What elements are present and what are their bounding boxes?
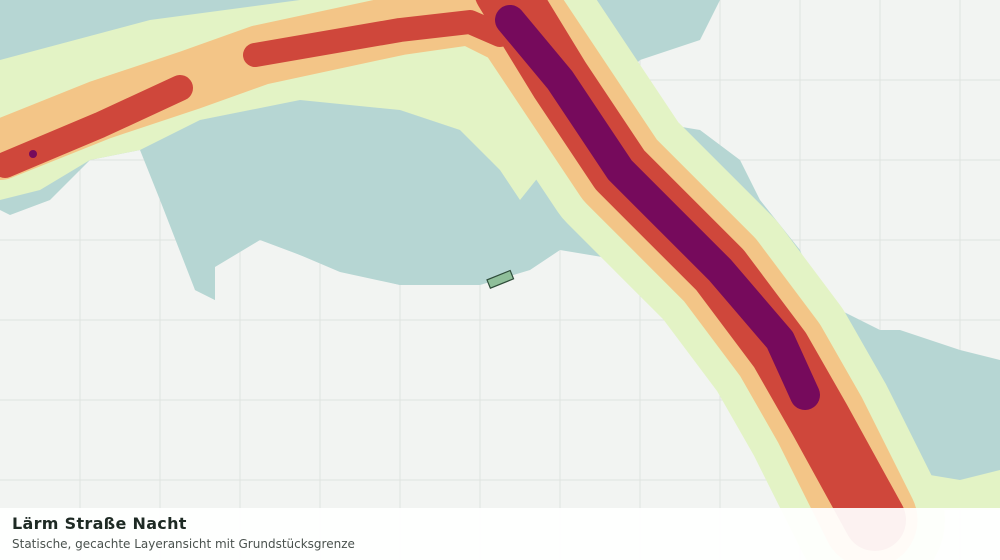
noise-zone-55db-west-b (243, 10, 512, 67)
noise-zone-60db-spot (29, 150, 37, 158)
water-area (160, 108, 525, 300)
legend-footer: Lärm Straße Nacht Statische, gecachte La… (0, 508, 1000, 560)
layer-subtitle: Statische, gecachte Layeransicht mit Gru… (12, 537, 355, 551)
layer-title: Lärm Straße Nacht (12, 514, 187, 533)
parcel-boundary (486, 269, 515, 289)
noise-zone-60db (495, 5, 820, 410)
noise-zone-45db-east (900, 470, 1000, 510)
noise-zone-55db-west-a (0, 75, 193, 178)
